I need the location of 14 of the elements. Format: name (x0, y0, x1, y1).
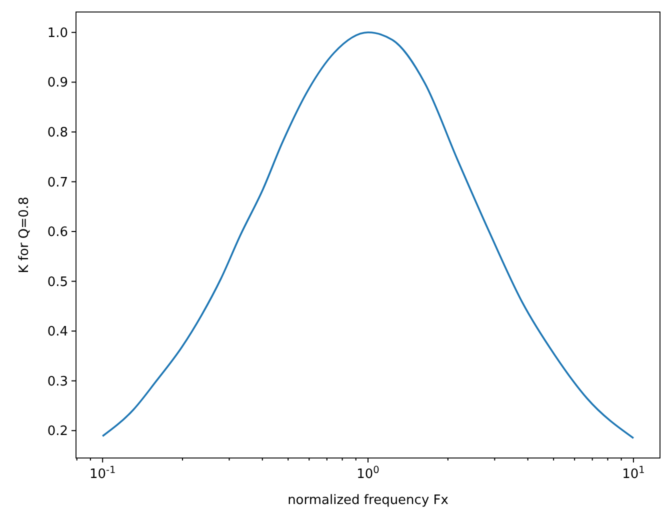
y-tick-label: 0.8 (47, 126, 68, 141)
x-tick-label: 10$^{-1}$ (89, 464, 116, 482)
y-tick-label: 0.6 (47, 225, 68, 240)
y-tick-label: 0.3 (47, 374, 68, 390)
x-tick-label: 10$^{1}$ (622, 464, 645, 482)
y-tick-label: 0.7 (47, 175, 68, 190)
x-axis-title: normalized frequency Fx (288, 493, 449, 508)
y-tick-label: 0.9 (47, 76, 68, 91)
y-axis-title: K for Q=0.8 (17, 196, 32, 274)
y-tick-label: 0.4 (47, 324, 68, 340)
y-tick-label: 0.2 (47, 424, 68, 440)
x-tick-label: 10$^{0}$ (356, 464, 380, 482)
y-tick-label: 1.0 (47, 26, 68, 41)
y-tick-label: 0.5 (47, 274, 68, 290)
